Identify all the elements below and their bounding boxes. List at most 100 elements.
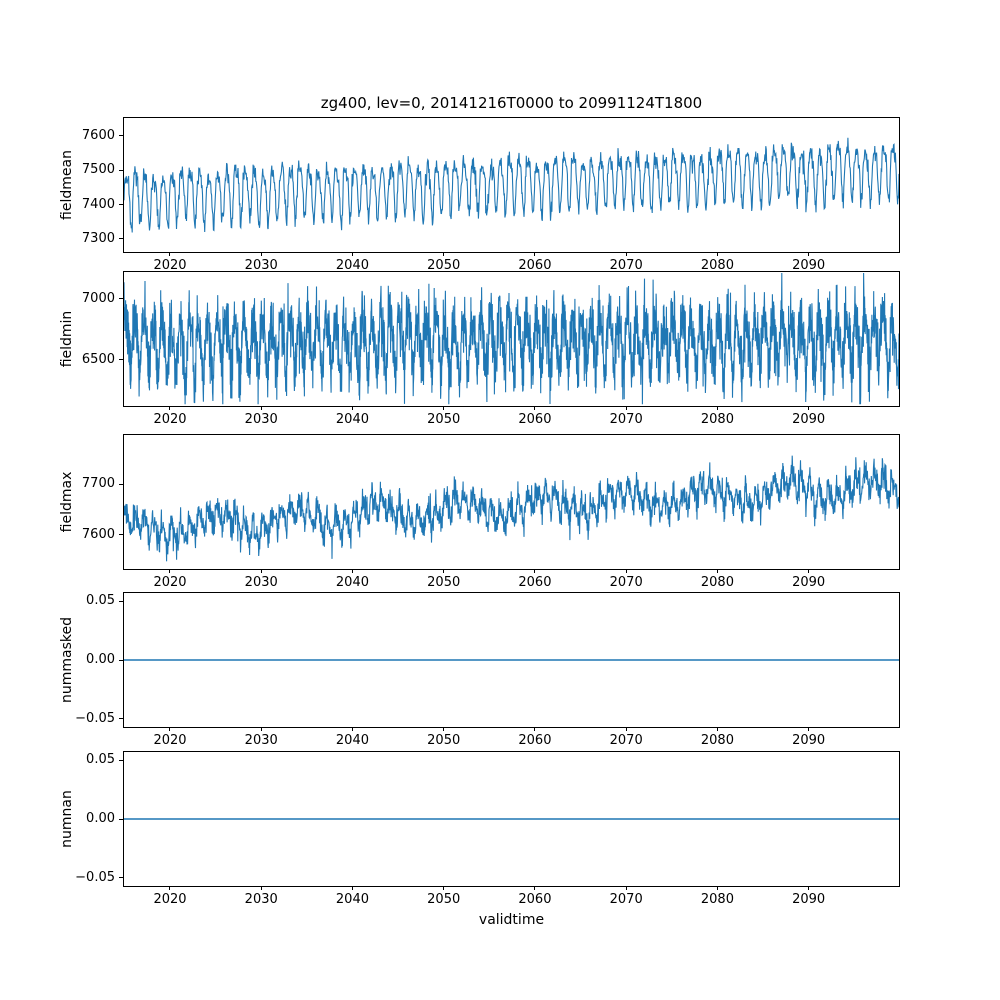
series-line-fieldmean	[124, 137, 899, 233]
y-tick-mark	[119, 359, 123, 361]
x-tick-mark	[260, 406, 262, 410]
y-tick-mark	[119, 759, 123, 761]
x-tick-label: 2070	[609, 258, 643, 273]
plot-area-nummasked	[124, 659, 899, 661]
x-tick-label: 2090	[792, 258, 826, 273]
x-tick-mark	[716, 727, 718, 731]
x-tick-label: 2070	[609, 892, 643, 907]
y-tick-label: 0.00	[86, 811, 115, 826]
x-tick-mark	[625, 406, 627, 410]
y-tick-mark	[119, 877, 123, 879]
x-tick-mark	[443, 406, 445, 410]
x-tick-mark	[625, 252, 627, 256]
x-tick-label: 2070	[609, 412, 643, 427]
subplot-fieldmax: fieldmax 2020 2030 2040 2050 2060 2070 2080 209…	[59, 434, 900, 590]
x-tick-mark	[534, 727, 536, 731]
y-tick-mark	[119, 659, 123, 661]
x-tick-mark	[808, 569, 810, 573]
y-tick-mark	[119, 298, 123, 300]
x-tick-mark	[169, 252, 171, 256]
x-tick-mark	[808, 727, 810, 731]
y-tick-label: 7000	[81, 290, 115, 306]
x-tick-mark	[351, 569, 353, 573]
x-tick-label: 2080	[700, 575, 734, 590]
x-tick-label: 2030	[244, 733, 278, 748]
x-tick-label: 2040	[335, 733, 369, 748]
y-tick-label: 7300	[81, 230, 115, 246]
x-tick-mark	[534, 886, 536, 890]
x-tick-mark	[351, 727, 353, 731]
x-tick-label: 2040	[335, 258, 369, 273]
x-tick-label: 2030	[244, 575, 278, 590]
x-tick-label: 2080	[700, 733, 734, 748]
x-tick-label: 2050	[427, 258, 461, 273]
x-tick-label: 2090	[792, 892, 826, 907]
y-tick-label: 7500	[81, 162, 115, 178]
x-tick-mark	[443, 727, 445, 731]
x-tick-label: 2080	[700, 892, 734, 907]
x-tick-label: 2050	[427, 575, 461, 590]
x-tick-label: 2090	[792, 575, 826, 590]
x-tick-label: 2060	[518, 575, 552, 590]
y-tick-mark	[119, 135, 123, 137]
x-tick-mark	[351, 406, 353, 410]
x-tick-mark	[169, 727, 171, 731]
y-tick-label: −0.05	[75, 710, 115, 726]
x-tick-label: 2020	[153, 892, 187, 907]
x-tick-label: 2030	[244, 258, 278, 273]
x-tick-mark	[716, 406, 718, 410]
subplot-fieldmean: fieldmean 2020 2030 2040 2050 2060 2070 2080 20…	[59, 117, 900, 273]
x-tick-mark	[169, 569, 171, 573]
x-tick-mark	[443, 252, 445, 256]
x-tick-label: 2090	[792, 412, 826, 427]
x-tick-label: 2020	[153, 733, 187, 748]
series-line-fieldmin	[124, 272, 899, 405]
x-tick-label: 2070	[609, 733, 643, 748]
x-tick-mark	[716, 886, 718, 890]
x-tick-label: 2020	[153, 575, 187, 590]
y-tick-mark	[119, 204, 123, 206]
x-tick-mark	[625, 569, 627, 573]
x-tick-label: 2060	[518, 412, 552, 427]
x-tick-label: 2040	[335, 892, 369, 907]
subplot-fieldmin: fieldmin 2020 2030 2040 2050 2060 2070 2080 209…	[59, 271, 900, 427]
x-tick-mark	[169, 406, 171, 410]
x-tick-mark	[716, 569, 718, 573]
x-tick-mark	[534, 406, 536, 410]
x-tick-label: 2060	[518, 258, 552, 273]
y-tick-mark	[119, 818, 123, 820]
x-tick-label: 2030	[244, 412, 278, 427]
x-tick-mark	[808, 886, 810, 890]
x-tick-mark	[808, 252, 810, 256]
x-tick-label: 2070	[609, 575, 643, 590]
y-tick-label: 7400	[81, 196, 115, 212]
x-tick-label: 2050	[427, 733, 461, 748]
x-tick-mark	[351, 252, 353, 256]
series-line-fieldmax	[124, 455, 899, 562]
y-tick-label: 0.00	[86, 652, 115, 667]
y-tick-mark	[119, 169, 123, 171]
x-tick-mark	[808, 406, 810, 410]
x-tick-label: 2020	[153, 412, 187, 427]
x-tick-mark	[534, 569, 536, 573]
y-tick-mark	[119, 534, 123, 536]
x-tick-mark	[260, 252, 262, 256]
y-tick-mark	[119, 483, 123, 485]
x-tick-mark	[169, 886, 171, 890]
x-tick-mark	[260, 727, 262, 731]
y-tick-label: 7600	[81, 526, 115, 542]
subplot-nummasked: nummasked 2020 2030 2040 2050 2060 2070 2080 20…	[59, 592, 900, 748]
y-tick-mark	[119, 238, 123, 240]
plot-area-numnan	[124, 818, 899, 820]
y-tick-mark	[119, 718, 123, 720]
subplot-numnan: numnan 2020 2030 2040 2050 2060 2070 2080 2090−…	[59, 751, 900, 907]
plot-area-fieldmax	[124, 455, 899, 562]
x-tick-label: 2090	[792, 733, 826, 748]
y-tick-label: −0.05	[75, 869, 115, 885]
plot-area-fieldmin	[124, 272, 899, 405]
x-tick-mark	[625, 886, 627, 890]
x-axis-label: validtime	[478, 912, 545, 928]
x-tick-mark	[443, 569, 445, 573]
x-tick-label: 2080	[700, 412, 734, 427]
